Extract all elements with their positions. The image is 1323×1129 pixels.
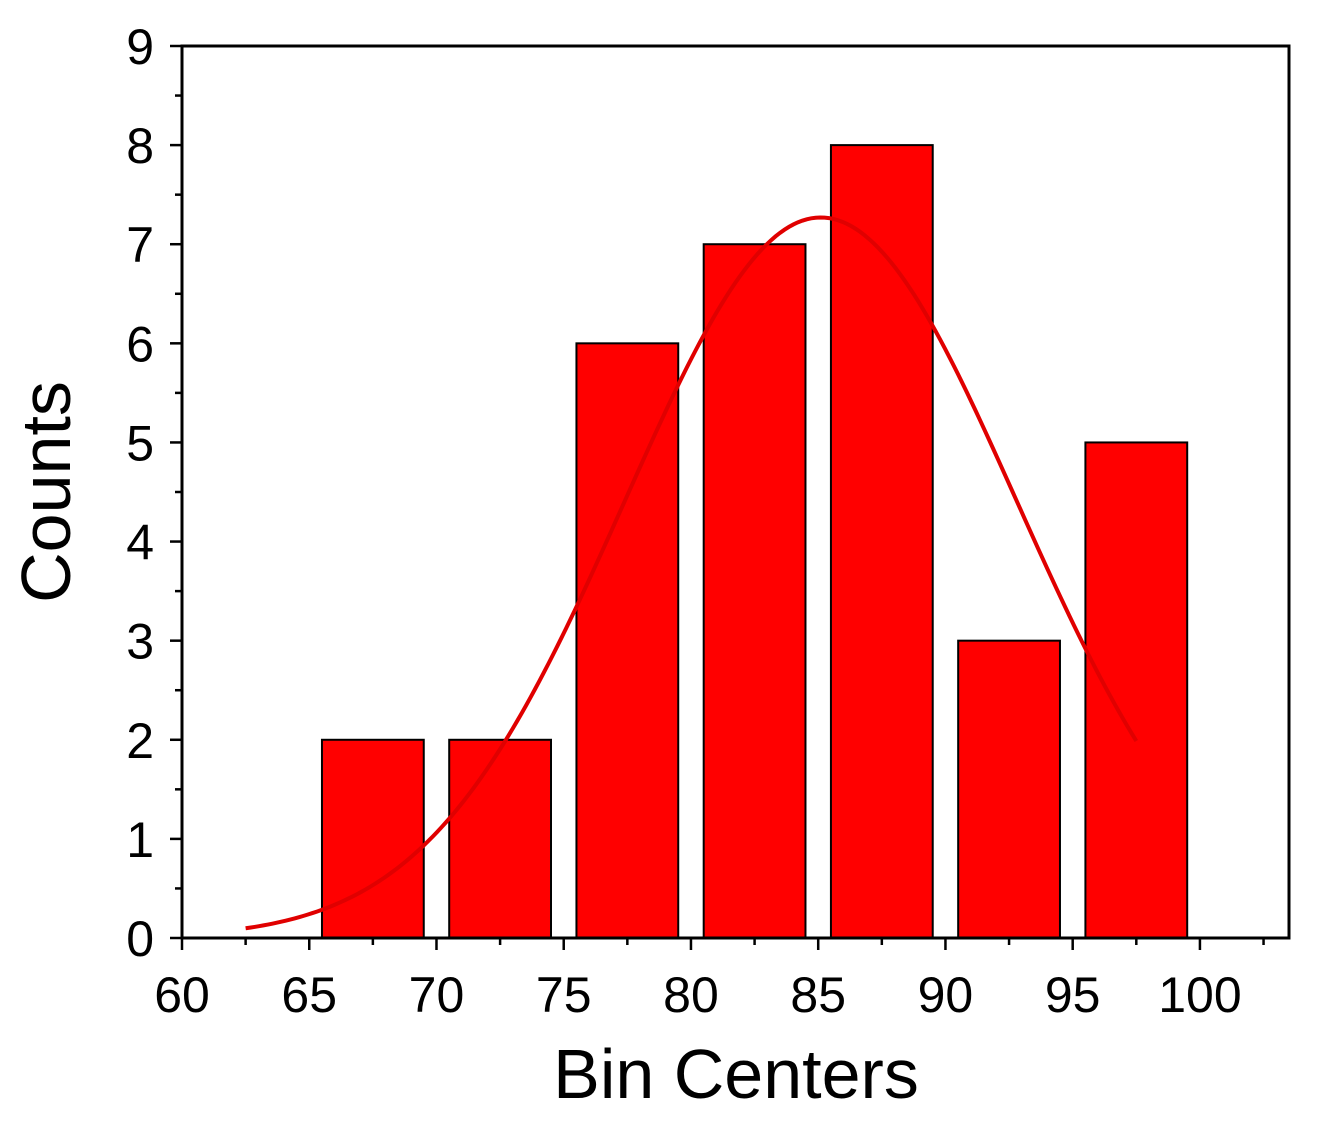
x-tick-label: 90	[918, 967, 974, 1023]
y-tick-label: 4	[126, 515, 154, 571]
y-tick-label: 7	[126, 217, 154, 273]
x-axis-title: Bin Centers	[553, 1035, 919, 1113]
y-tick-label: 9	[126, 19, 154, 75]
y-axis-title: Counts	[7, 381, 85, 603]
x-tick-label: 70	[409, 967, 465, 1023]
x-tick-label: 85	[790, 967, 846, 1023]
y-tick-label: 5	[126, 415, 154, 471]
fit-curve	[245, 215, 1139, 931]
bar-67.5	[320, 738, 425, 939]
y-tick-label: 6	[126, 316, 154, 372]
x-tick-label: 95	[1045, 967, 1101, 1023]
bar-82.5	[702, 243, 807, 939]
bars-group	[320, 144, 1189, 940]
x-tick-label: 75	[536, 967, 592, 1023]
bar-77.5	[575, 342, 680, 940]
x-tick-label: 100	[1158, 967, 1241, 1023]
y-tick-label: 1	[126, 812, 154, 868]
y-tick-label: 0	[126, 911, 154, 967]
tick-labels-group: 60 65 70 75 80 85 90 95 100 0 1 2 3 4 5 6 7 8 9	[126, 19, 1241, 1023]
bar-92.5	[957, 639, 1061, 940]
y-tick-label: 8	[126, 118, 154, 174]
x-tick-label: 80	[663, 967, 719, 1023]
bar-87.5	[829, 144, 934, 940]
x-tick-label: 60	[154, 967, 210, 1023]
ticks-group	[170, 44, 1265, 950]
bar-97.5	[1084, 441, 1189, 939]
y-tick-label: 3	[126, 614, 154, 670]
bar-72.5	[448, 738, 553, 939]
y-tick-label: 2	[126, 713, 154, 769]
x-tick-label: 65	[281, 967, 337, 1023]
